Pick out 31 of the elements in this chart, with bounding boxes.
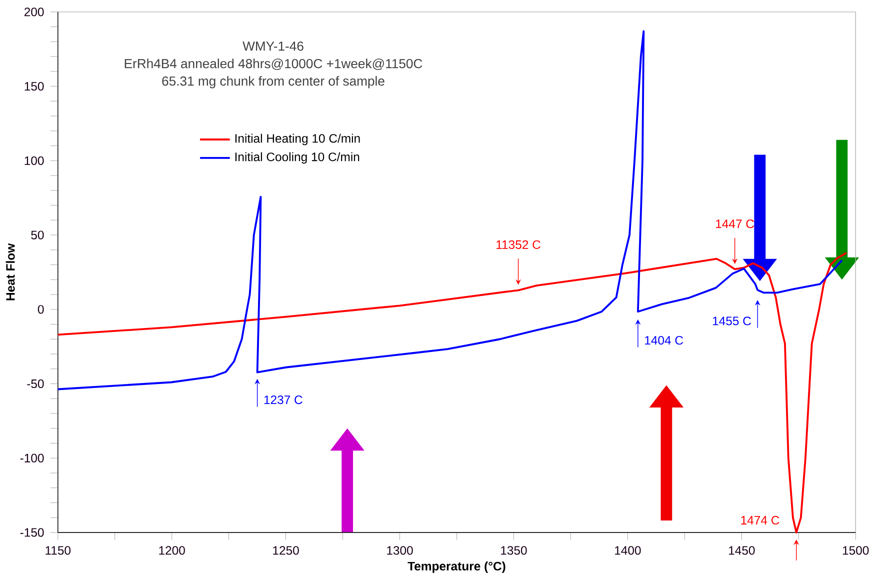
y-tick-label: 100 <box>24 156 44 165</box>
legend-label: Initial Heating 10 C/min <box>235 134 360 146</box>
text: WMY-1-46 <box>242 41 304 51</box>
y-tick-label: -100 <box>20 454 44 462</box>
y-tick-label: -150 <box>20 528 44 537</box>
x-axis-title: Temperature (°C) <box>408 561 506 573</box>
line-series <box>56 30 843 390</box>
annotation: 1447 C <box>716 219 754 228</box>
x-tick-label: 1250 <box>273 546 299 555</box>
y-tick-label: -50 <box>27 379 44 388</box>
x-tick-label: 1500 <box>842 546 869 555</box>
x-tick-label: 1150 <box>46 546 71 555</box>
x-tick-label: 1200 <box>159 546 185 555</box>
y-tick-label: 150 <box>24 82 44 91</box>
legend-label: Initial Cooling 10 C/min <box>235 152 360 164</box>
x-tick-label: 1450 <box>728 546 755 555</box>
annotation: 1455 C <box>712 316 751 326</box>
annotation: 11352 C <box>496 240 540 249</box>
x-tick-label: 1350 <box>501 546 527 555</box>
annotation: 1237 C <box>264 395 302 404</box>
annotation: 1474 C <box>741 516 780 524</box>
y-tick-label: 50 <box>31 230 44 240</box>
annotation: 1404 C <box>645 336 684 345</box>
y-axis-title: Heat Flow <box>6 243 15 300</box>
annotation: 65.31 mg chunk from center of sample <box>162 76 384 88</box>
x-tick-label: 1400 <box>615 546 641 555</box>
text: ErRh4B4 annealed 48hrs@1000C +1week@1150C <box>124 58 422 70</box>
y-tick-label: 200 <box>24 8 44 16</box>
y-tick-label: 0 <box>38 305 44 314</box>
line-series <box>56 252 848 534</box>
x-tick-label: 1300 <box>387 546 413 555</box>
